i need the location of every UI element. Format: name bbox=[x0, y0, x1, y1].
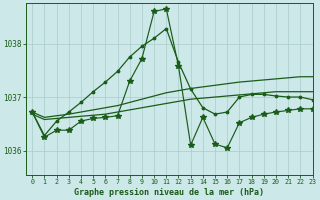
X-axis label: Graphe pression niveau de la mer (hPa): Graphe pression niveau de la mer (hPa) bbox=[74, 188, 264, 197]
